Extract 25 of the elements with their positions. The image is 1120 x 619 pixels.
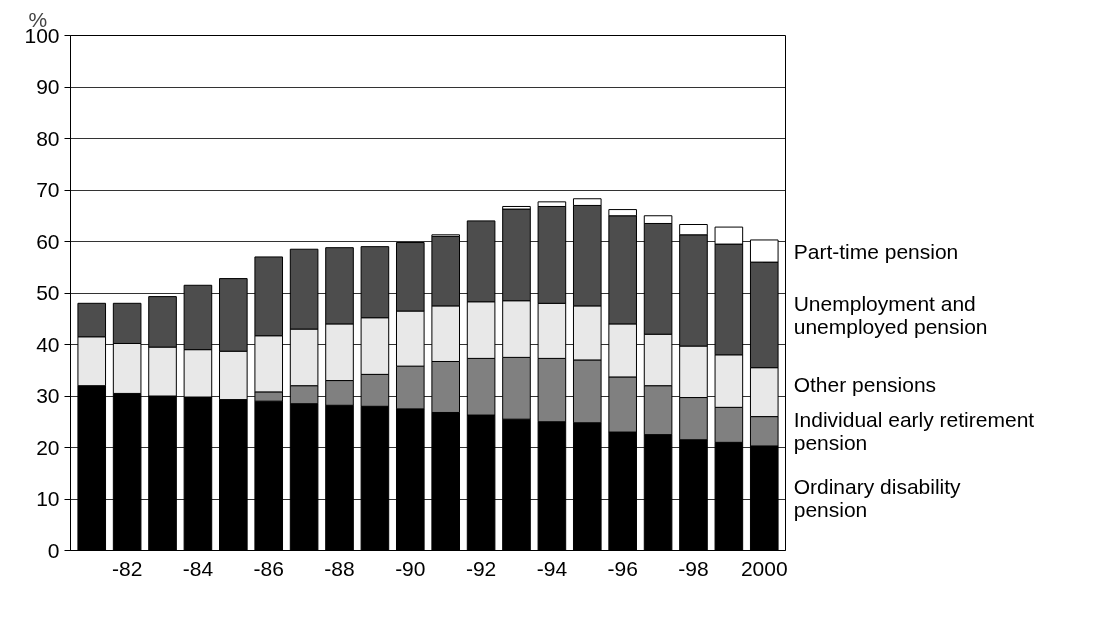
x-tick-label: -98 <box>678 556 709 580</box>
x-tick-label: -94 <box>536 556 568 580</box>
x-tick-label: 2000 <box>740 556 788 580</box>
x-tick-label: -96 <box>607 556 638 580</box>
series-label: Other pensions <box>793 373 937 397</box>
y-tick-label: 0 <box>47 538 60 562</box>
y-tick-label: 40 <box>36 332 60 356</box>
series-label: Unemployment and unemployed pension <box>793 291 988 338</box>
x-tick-label: -82 <box>111 556 143 580</box>
x-tick-label: -86 <box>253 556 284 580</box>
y-tick-label: 20 <box>36 435 60 459</box>
series-label: Individual early retirement pension <box>793 408 1035 455</box>
y-tick-label: 70 <box>36 178 60 201</box>
x-tick-label: -84 <box>182 556 214 580</box>
y-tick-label: 90 <box>36 75 60 98</box>
y-tick-label: 60 <box>36 229 60 253</box>
y-tick-label: 10 <box>36 487 60 510</box>
series-label: Ordinary disability pension <box>793 475 962 522</box>
y-tick-label: 80 <box>36 126 60 150</box>
y-tick-label: 50 <box>36 281 60 304</box>
x-tick-label: -92 <box>465 556 497 580</box>
y-tick-label: 30 <box>36 384 60 407</box>
x-tick-label: -88 <box>324 556 355 580</box>
x-tick-label: -90 <box>395 556 426 580</box>
series-label: Part-time pension <box>793 239 959 263</box>
